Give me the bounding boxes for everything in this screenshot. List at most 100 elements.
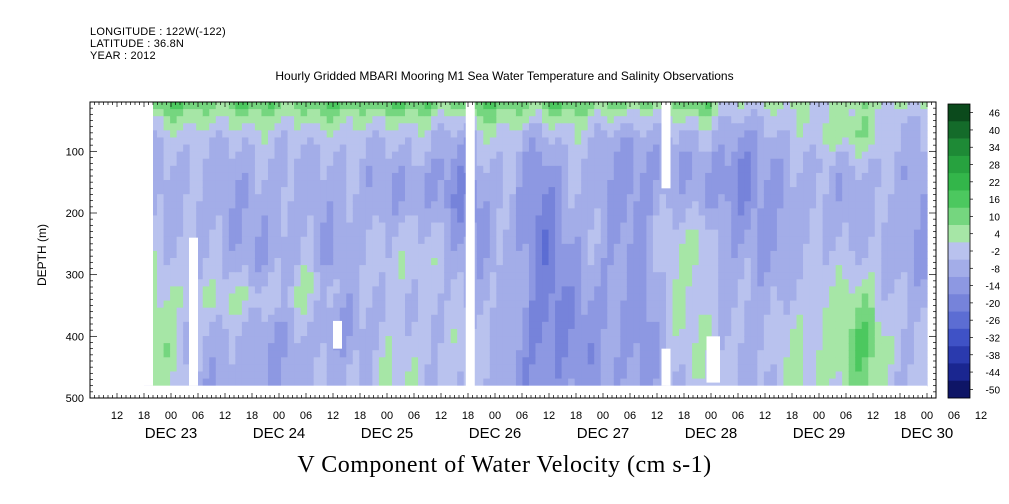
heatmap-cell xyxy=(209,172,217,181)
heatmap-cell xyxy=(855,172,863,181)
heatmap-cell xyxy=(431,258,439,266)
heatmap-cell xyxy=(672,229,680,238)
heatmap-cell xyxy=(496,300,504,309)
heatmap-cell xyxy=(307,328,315,337)
heatmap-cell xyxy=(228,250,236,259)
heatmap-cell xyxy=(613,102,621,110)
heatmap-cell xyxy=(646,109,654,117)
heatmap-cell xyxy=(163,279,171,287)
heatmap-cell xyxy=(424,350,432,358)
heatmap-cell xyxy=(437,307,445,316)
heatmap-cell xyxy=(659,321,667,330)
heatmap-cell xyxy=(594,321,602,330)
heatmap-cell xyxy=(763,272,771,280)
heatmap-cell xyxy=(365,172,373,181)
heatmap-cell xyxy=(542,357,550,365)
heatmap-cell xyxy=(587,265,595,273)
heatmap-cell xyxy=(842,250,850,259)
heatmap-cell xyxy=(313,336,321,344)
heatmap-cell xyxy=(444,286,452,295)
heatmap-cell xyxy=(770,151,778,160)
heatmap-cell xyxy=(476,286,484,295)
heatmap-cell xyxy=(202,180,210,188)
heatmap-cell xyxy=(365,357,373,365)
heatmap-cell xyxy=(763,371,771,380)
heatmap-cell xyxy=(424,158,432,167)
heatmap-cell xyxy=(620,336,628,344)
heatmap-cell xyxy=(907,336,915,344)
heatmap-cell xyxy=(248,144,256,153)
heatmap-cell xyxy=(424,265,432,273)
heatmap-cell xyxy=(202,307,210,316)
heatmap-cell xyxy=(157,272,165,280)
heatmap-cell xyxy=(587,364,595,373)
heatmap-cell xyxy=(339,116,347,124)
heatmap-cell xyxy=(672,116,680,124)
heatmap-cell xyxy=(835,102,843,110)
heatmap-cell xyxy=(431,208,439,217)
heatmap-cell xyxy=(385,272,393,280)
heatmap-cell xyxy=(222,357,230,365)
heatmap-cell xyxy=(692,300,700,309)
heatmap-cell xyxy=(339,222,347,231)
heatmap-cell xyxy=(868,215,876,224)
heatmap-cell xyxy=(900,250,909,259)
heatmap-cell xyxy=(209,116,217,124)
heatmap-cell xyxy=(313,300,321,309)
heatmap-cell xyxy=(222,172,230,181)
heatmap-cell xyxy=(502,172,510,181)
heatmap-cell xyxy=(894,272,902,280)
heatmap-cell xyxy=(359,258,367,266)
heatmap-cell xyxy=(685,215,693,224)
heatmap-cell xyxy=(372,314,380,323)
heatmap-cell xyxy=(261,371,269,380)
heatmap-cell xyxy=(548,328,556,337)
heatmap-cell xyxy=(339,258,347,266)
heatmap-cell xyxy=(496,116,504,124)
heatmap-cell xyxy=(574,116,582,124)
heatmap-cell xyxy=(157,215,165,224)
heatmap-cell xyxy=(607,300,615,309)
heatmap-cell xyxy=(150,307,158,316)
heatmap-cell xyxy=(398,116,406,124)
heatmap-cell xyxy=(405,371,413,380)
heatmap-cell xyxy=(267,314,276,323)
heatmap-cell xyxy=(307,172,315,181)
heatmap-cell xyxy=(789,236,798,245)
heatmap-cell xyxy=(816,265,824,273)
heatmap-cell xyxy=(431,222,439,231)
heatmap-cell xyxy=(724,336,732,344)
heatmap-cell xyxy=(581,187,589,195)
heatmap-cell xyxy=(724,265,732,273)
heatmap-cell xyxy=(196,250,204,259)
heatmap-cell xyxy=(757,236,765,245)
heatmap-cell xyxy=(594,116,602,124)
heatmap-cell xyxy=(848,151,856,160)
heatmap-cell xyxy=(365,258,373,266)
heatmap-cell xyxy=(887,151,895,160)
heatmap-cell xyxy=(411,328,419,337)
heatmap-cell xyxy=(874,130,882,139)
heatmap-cell xyxy=(607,130,615,139)
heatmap-cell xyxy=(776,201,785,209)
heatmap-cell xyxy=(659,279,667,287)
heatmap-cell xyxy=(339,102,347,110)
heatmap-cell xyxy=(196,336,204,344)
heatmap-cell xyxy=(626,172,634,181)
heatmap-cell xyxy=(333,208,341,217)
heatmap-cell xyxy=(333,194,341,202)
heatmap-cell xyxy=(313,208,321,217)
heatmap-cell xyxy=(881,321,889,330)
heatmap-cell xyxy=(183,137,191,146)
heatmap-cell xyxy=(209,300,217,309)
heatmap-cell xyxy=(744,286,752,295)
heatmap-cell xyxy=(502,116,510,124)
heatmap-cell xyxy=(333,222,341,231)
heatmap-cell xyxy=(574,222,582,231)
heatmap-cell xyxy=(359,102,367,110)
heatmap-cell xyxy=(202,229,210,238)
heatmap-cell xyxy=(816,109,824,117)
heatmap-cell xyxy=(542,130,550,139)
heatmap-cell xyxy=(900,265,909,273)
heatmap-cell xyxy=(444,229,452,238)
